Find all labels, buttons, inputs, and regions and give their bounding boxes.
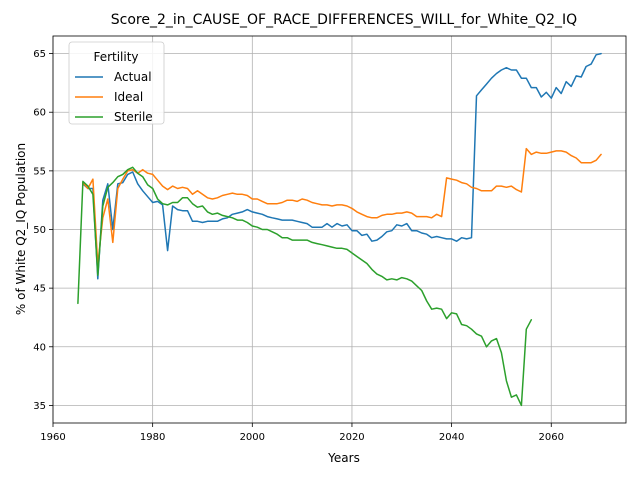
legend-label-sterile: Sterile (114, 110, 153, 124)
x-tick-label: 2060 (539, 432, 564, 443)
x-tick-label: 2040 (439, 432, 464, 443)
legend-title: Fertility (93, 50, 138, 64)
series-line-sterile (77, 166, 533, 407)
y-tick-label: 60 (33, 108, 46, 119)
legend-label-actual: Actual (114, 70, 152, 84)
y-tick-label: 40 (33, 342, 46, 353)
legend: Fertility Actual Ideal Sterile (68, 41, 165, 125)
x-axis-label: Years (327, 451, 360, 465)
legend-label-ideal: Ideal (114, 90, 143, 104)
y-tick-label: 50 (33, 225, 46, 236)
chart-title: Score_2_in_CAUSE_OF_RACE_DIFFERENCES_WIL… (111, 12, 577, 28)
x-tick-label: 1980 (140, 432, 165, 443)
series-layer (77, 52, 602, 407)
series-line-ideal (82, 147, 602, 266)
y-tick-label: 65 (33, 49, 46, 60)
y-axis-label: % of White Q2_IQ Population (14, 143, 28, 315)
x-tick-label: 2000 (240, 432, 265, 443)
y-tick-label: 55 (33, 166, 46, 177)
x-tick-label: 2020 (339, 432, 364, 443)
y-tick-label: 35 (33, 401, 46, 412)
series-line-actual (82, 52, 602, 280)
y-tick-label: 45 (33, 284, 46, 295)
x-tick-label: 1960 (40, 432, 65, 443)
legend-box (68, 41, 165, 125)
tick-layer: 1960 1980 2000 2020 2040 2060 35 40 45 50 55 60 65 (33, 49, 564, 443)
